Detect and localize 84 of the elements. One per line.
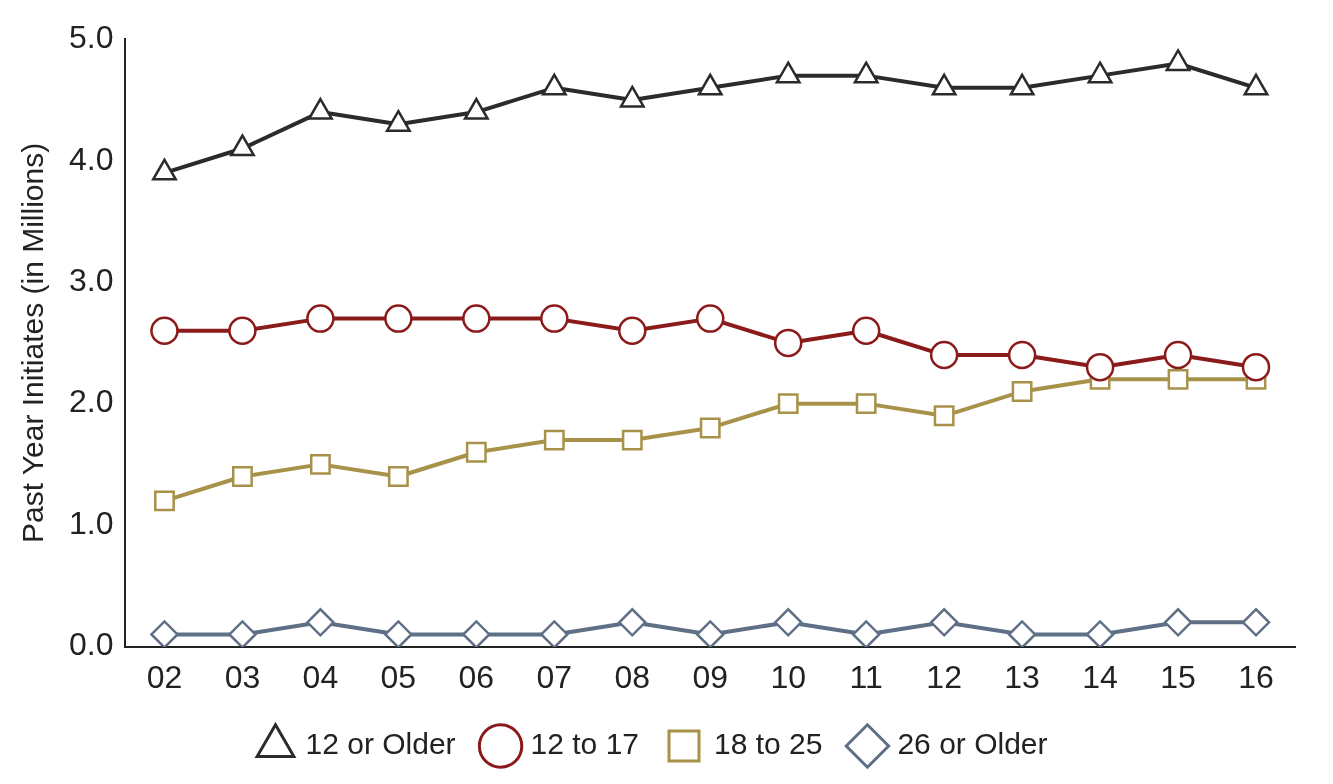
point — [929, 608, 959, 637]
point — [777, 393, 799, 415]
point — [462, 304, 491, 333]
point — [929, 340, 959, 370]
point — [306, 608, 335, 637]
point — [387, 466, 409, 487]
y-tick-label: 0.0 — [69, 626, 114, 663]
point — [933, 405, 955, 427]
point — [621, 429, 643, 451]
x-tick-label: 05 — [380, 658, 417, 695]
point — [619, 85, 645, 108]
x-tick-label: 10 — [770, 658, 807, 695]
point — [307, 97, 333, 120]
x-tick-label: 04 — [302, 658, 339, 695]
point — [463, 97, 489, 120]
legend-label: 12 to 17 — [530, 727, 640, 761]
point — [1167, 368, 1189, 390]
point — [1085, 620, 1115, 647]
x-tick-label: 08 — [614, 658, 651, 695]
point — [231, 466, 253, 487]
y-tick-label: 4.0 — [69, 140, 114, 177]
point — [931, 73, 957, 96]
point — [150, 620, 179, 647]
point — [1165, 49, 1191, 72]
point — [543, 429, 565, 451]
point — [1007, 620, 1037, 647]
point — [699, 417, 721, 439]
point — [154, 490, 175, 512]
y-axis-title: Past Year Initiates (in Millions) — [16, 142, 50, 543]
point — [1085, 352, 1115, 382]
point — [384, 620, 413, 647]
x-tick-label: 14 — [1082, 658, 1118, 695]
point — [697, 73, 723, 96]
x-tick-label: 13 — [1004, 658, 1040, 695]
y-tick-label: 5.0 — [69, 19, 114, 56]
legend-label: 12 or Older — [305, 727, 456, 761]
legend-label: 18 to 25 — [714, 727, 823, 761]
point — [851, 620, 881, 647]
point — [228, 316, 257, 345]
point — [1163, 340, 1193, 370]
point — [1007, 340, 1037, 370]
point — [855, 393, 877, 415]
point — [1241, 608, 1271, 637]
point — [309, 453, 331, 475]
x-tick-label: 02 — [146, 658, 183, 695]
point — [1163, 608, 1193, 637]
y-tick-label: 3.0 — [69, 261, 114, 298]
point — [1087, 61, 1113, 84]
point — [540, 304, 569, 333]
point — [773, 608, 803, 637]
point — [151, 158, 177, 181]
point — [306, 304, 335, 333]
x-tick-label: 06 — [458, 658, 495, 695]
point — [773, 328, 803, 358]
x-tick-label: 15 — [1160, 658, 1196, 695]
x-tick-label: 07 — [536, 658, 573, 695]
x-tick-label: 12 — [926, 658, 962, 695]
point — [853, 61, 879, 84]
x-tick-label: 03 — [224, 658, 261, 695]
x-tick-label: 09 — [692, 658, 729, 695]
y-tick-label: 2.0 — [69, 383, 114, 420]
point — [1011, 381, 1033, 402]
point — [618, 316, 647, 345]
point — [540, 620, 569, 647]
point — [1009, 73, 1035, 96]
point — [1241, 352, 1271, 382]
point — [851, 316, 881, 345]
point — [775, 61, 801, 84]
point — [1243, 73, 1269, 96]
point — [695, 304, 725, 333]
point — [618, 608, 647, 637]
point — [695, 620, 725, 647]
point — [541, 73, 567, 96]
point — [384, 304, 413, 333]
point — [229, 134, 255, 157]
x-tick-label: 16 — [1238, 658, 1274, 695]
y-tick-label: 1.0 — [69, 504, 114, 541]
point — [462, 620, 491, 647]
legend-label: 26 or Older — [897, 727, 1048, 761]
point — [228, 620, 257, 647]
point — [465, 441, 487, 463]
x-tick-label: 11 — [849, 658, 883, 695]
point — [150, 316, 179, 345]
point — [385, 109, 411, 132]
